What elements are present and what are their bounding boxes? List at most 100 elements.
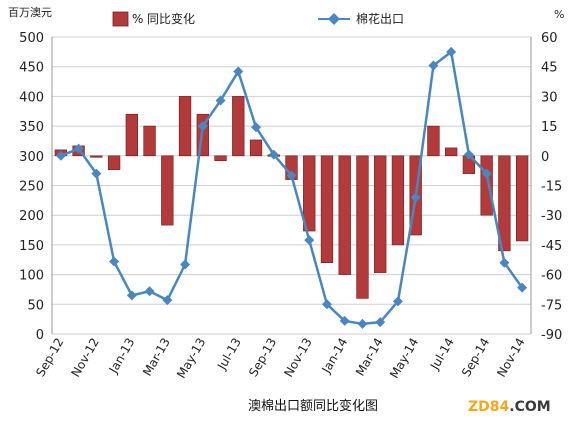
x-tick-label: Nov-12 bbox=[68, 336, 101, 380]
line-point bbox=[73, 143, 84, 154]
left-tick-label: 400 bbox=[19, 90, 44, 105]
bar bbox=[374, 155, 387, 273]
bar bbox=[427, 125, 440, 157]
right-tick-label: -75 bbox=[541, 298, 562, 313]
watermark: ZD84.COM bbox=[468, 399, 551, 415]
line-point bbox=[304, 235, 315, 246]
x-tick-label: Jul-14 bbox=[427, 336, 457, 373]
left-tick-label: 250 bbox=[19, 180, 44, 195]
legend-line-label: 棉花出口 bbox=[356, 11, 404, 26]
bar bbox=[320, 155, 334, 264]
line-point bbox=[517, 282, 528, 293]
bar bbox=[214, 155, 227, 162]
bar bbox=[498, 155, 511, 252]
line-point bbox=[321, 299, 332, 310]
right-tick-label: 60 bbox=[541, 31, 558, 46]
line-point bbox=[126, 290, 137, 301]
left-tick-label: 300 bbox=[19, 150, 44, 165]
bar bbox=[391, 155, 405, 246]
line-point bbox=[144, 286, 155, 297]
left-tick-label: 50 bbox=[27, 298, 44, 313]
x-tick-label: Sep-13 bbox=[246, 336, 279, 380]
line-point bbox=[375, 317, 386, 328]
x-tick-label: Sep-14 bbox=[459, 336, 492, 380]
line-point bbox=[339, 315, 350, 326]
legend-bar-label: 同比变化 bbox=[147, 11, 195, 26]
right-tick-label: -30 bbox=[541, 209, 562, 224]
line-point bbox=[286, 170, 297, 181]
line-point bbox=[55, 150, 66, 161]
gridlines bbox=[51, 36, 532, 335]
bar bbox=[356, 155, 369, 299]
left-axis-unit: 百万澳元 bbox=[8, 6, 52, 19]
left-tick-label: 200 bbox=[19, 209, 44, 224]
chart-title: 澳棉出口额同比变化图 bbox=[248, 398, 378, 414]
line-point bbox=[357, 318, 368, 329]
x-axis-ticks: Sep-12 Nov-12 Jan-13 Mar-13 May-13 Jul-13 Sep-… bbox=[33, 336, 527, 381]
line-point bbox=[180, 259, 191, 270]
bar bbox=[107, 155, 121, 170]
bar bbox=[249, 139, 263, 157]
right-tick-label: -60 bbox=[541, 269, 562, 284]
legend-bar-symbol: % bbox=[132, 12, 143, 26]
bar bbox=[445, 147, 458, 157]
bar bbox=[515, 155, 529, 242]
line-point bbox=[215, 95, 226, 106]
bar bbox=[125, 113, 138, 157]
left-tick-label: 0 bbox=[36, 328, 44, 343]
right-tick-label: 30 bbox=[541, 90, 558, 105]
right-axis-ticks: -90 -75 -60 -45 -30 -15 0 15 30 45 60 bbox=[541, 31, 562, 343]
line-point bbox=[499, 257, 510, 268]
bar bbox=[480, 155, 493, 216]
bar bbox=[178, 96, 192, 157]
x-tick-label: Jan-13 bbox=[106, 336, 138, 377]
watermark-part1: ZD84 bbox=[468, 399, 510, 415]
line-point bbox=[428, 60, 439, 71]
right-tick-label: -90 bbox=[541, 328, 562, 343]
line-point bbox=[197, 121, 208, 132]
right-tick-label: 15 bbox=[541, 120, 558, 135]
right-axis-unit: % bbox=[554, 8, 564, 21]
line-point bbox=[268, 149, 279, 160]
x-tick-label: Nov-14 bbox=[494, 336, 527, 380]
x-tick-label: Jan-14 bbox=[319, 336, 351, 377]
line-point bbox=[251, 122, 262, 133]
bar bbox=[143, 125, 156, 157]
line-series bbox=[55, 46, 528, 329]
watermark-part2: .COM bbox=[509, 399, 550, 415]
x-tick-label: May-13 bbox=[174, 336, 208, 381]
left-tick-label: 100 bbox=[19, 269, 44, 284]
legend-bar-swatch bbox=[112, 11, 129, 27]
bar-series bbox=[54, 96, 529, 299]
right-tick-label: 45 bbox=[541, 61, 558, 76]
x-tick-label: Mar-14 bbox=[353, 336, 386, 379]
line-point bbox=[481, 168, 492, 179]
left-tick-label: 500 bbox=[19, 31, 44, 46]
bar bbox=[338, 155, 351, 275]
line-point bbox=[463, 149, 474, 160]
left-axis-ticks: 0 50 100 150 200 250 300 350 400 450 500 bbox=[19, 31, 44, 343]
line-point bbox=[392, 296, 403, 307]
bar bbox=[90, 155, 103, 158]
legend-line-marker bbox=[328, 13, 340, 25]
series-line bbox=[60, 50, 524, 326]
left-tick-label: 450 bbox=[19, 61, 44, 76]
line-point bbox=[410, 192, 421, 203]
x-tick-label: May-14 bbox=[387, 336, 421, 381]
bar bbox=[161, 155, 174, 226]
line-point bbox=[91, 168, 102, 179]
bar bbox=[303, 155, 316, 232]
right-tick-label: -15 bbox=[541, 180, 562, 195]
bar bbox=[232, 96, 245, 157]
left-tick-label: 150 bbox=[19, 239, 44, 254]
legend: % 同比变化 棉花出口 bbox=[112, 11, 404, 27]
line-point bbox=[446, 46, 457, 57]
x-tick-label: Mar-13 bbox=[140, 336, 173, 379]
x-tick-label: Nov-13 bbox=[281, 336, 314, 380]
right-tick-label: 0 bbox=[541, 150, 549, 165]
right-tick-label: -45 bbox=[541, 239, 562, 254]
line-point bbox=[162, 295, 173, 306]
left-tick-label: 350 bbox=[19, 120, 44, 135]
line-point bbox=[109, 256, 120, 267]
